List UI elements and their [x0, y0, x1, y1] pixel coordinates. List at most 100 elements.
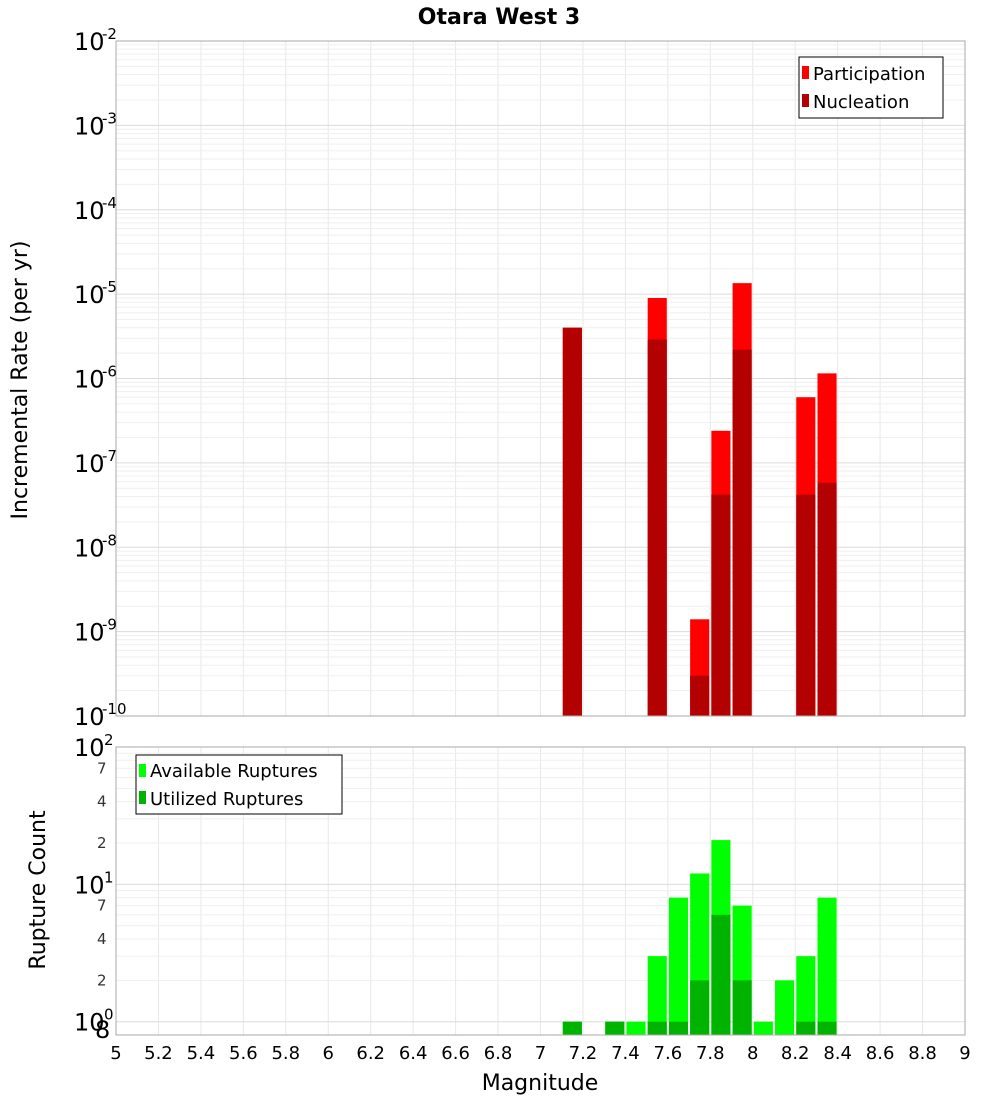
bottom-y-minor-tick-label: 2	[97, 971, 107, 989]
bottom-bar-available-ruptures	[626, 1021, 646, 1035]
x-tick-label: 7.6	[654, 1043, 683, 1064]
x-tick-labels: 5 5.2 5.4 5.6 5.8 6 6.2 6.4 6.6 6.8 7 7.2 7.4 7.6 7.8 8…	[110, 1043, 970, 1064]
bottom-legend: Available Ruptures Utilized Ruptures	[135, 754, 343, 815]
bottom-bar-available-ruptures	[817, 897, 837, 1035]
top-y-tick-base: 10	[74, 112, 105, 140]
x-tick-label: 6	[323, 1043, 334, 1064]
x-tick-label: 9	[959, 1043, 970, 1064]
legend-nucleation-swatch	[802, 94, 809, 107]
legend-participation-label: Participation	[813, 64, 925, 85]
top-plot-frame	[115, 40, 966, 717]
x-tick-label: 7.8	[696, 1043, 725, 1064]
x-tick-label: 5.6	[229, 1043, 258, 1064]
top-y-axis-label: Incremental Rate (per yr)	[8, 241, 33, 520]
top-y-tick-base: 10	[74, 28, 105, 56]
top-bar-nucleation	[796, 494, 816, 716]
x-tick-label: 6.6	[441, 1043, 470, 1064]
x-tick-label: 8.2	[781, 1043, 810, 1064]
top-grid	[115, 41, 966, 717]
top-y-tick-base: 10	[74, 197, 105, 225]
x-tick-label: 8.8	[908, 1043, 937, 1064]
x-tick-label: 7	[535, 1043, 546, 1064]
bottom-y-tick-base: 10	[74, 734, 105, 762]
bottom-bar-utilized-ruptures	[817, 1021, 837, 1035]
top-bar-nucleation	[562, 327, 582, 716]
bottom-y-tick-exponent: 0	[104, 1006, 114, 1024]
top-y-tick-base: 10	[74, 281, 105, 309]
bottom-bar-utilized-ruptures	[690, 980, 710, 1035]
top-y-tick-base: 10	[74, 366, 105, 394]
top-y-tick-exponent: -4	[102, 194, 117, 212]
bottom-bar-available-ruptures	[647, 956, 667, 1035]
top-y-tick-exponent: -5	[102, 278, 117, 296]
bottom-y-axis-label: Rupture Count	[26, 810, 51, 970]
x-tick-label: 5.8	[271, 1043, 300, 1064]
bottom-bar-utilized-ruptures	[668, 1021, 689, 1035]
x-axis-label: Magnitude	[482, 1071, 599, 1096]
bottom-bar-utilized-ruptures	[605, 1021, 625, 1035]
bottom-bar-utilized-ruptures	[796, 1021, 816, 1035]
top-y-tick-exponent: -6	[102, 363, 117, 381]
legend-available-swatch	[139, 764, 146, 777]
top-y-tick-base: 10	[74, 450, 105, 478]
x-tick-label: 5.2	[144, 1043, 173, 1064]
bottom-y-minor-tick-label: 8	[95, 1016, 110, 1044]
x-tick-label: 6.4	[399, 1043, 428, 1064]
legend-utilized-label: Utilized Ruptures	[150, 789, 303, 810]
top-y-tick-exponent: -2	[102, 25, 117, 43]
x-tick-label: 7.4	[611, 1043, 640, 1064]
chart-title: Otara West 3	[418, 5, 580, 30]
bottom-y-minor-tick-label: 7	[97, 897, 107, 915]
legend-nucleation-label: Nucleation	[813, 92, 909, 113]
bottom-y-minor-tick-label: 2	[97, 834, 107, 852]
x-tick-label: 8.4	[823, 1043, 852, 1064]
x-tick-label: 5	[110, 1043, 121, 1064]
bottom-bar-available-ruptures	[775, 980, 795, 1035]
legend-available-label: Available Ruptures	[150, 761, 318, 782]
top-bar-nucleation	[690, 675, 710, 716]
bottom-bar-available-ruptures	[796, 956, 816, 1035]
bottom-plot-frame	[115, 746, 966, 1036]
legend-utilized-swatch	[139, 791, 146, 804]
x-tick-label: 7.2	[569, 1043, 598, 1064]
x-tick-label: 6.8	[484, 1043, 513, 1064]
bottom-y-tick-exponent: 2	[104, 731, 114, 749]
bottom-y-tick-base: 10	[74, 1009, 105, 1037]
bottom-bar-utilized-ruptures	[732, 980, 752, 1035]
bottom-y-tick-exponent: 1	[104, 868, 114, 886]
top-y-tick-exponent: -8	[102, 531, 117, 549]
top-bar-nucleation	[732, 349, 752, 716]
bottom-bars	[562, 840, 837, 1035]
x-tick-label: 8	[747, 1043, 758, 1064]
bottom-y-minor-tick-label: 4	[97, 793, 107, 811]
top-bar-nucleation	[711, 494, 731, 716]
bottom-bar-utilized-ruptures	[562, 1021, 582, 1035]
top-y-tick-base: 10	[74, 619, 105, 647]
top-y-tick-exponent: -10	[102, 700, 127, 718]
bottom-bar-available-ruptures	[753, 1021, 773, 1035]
top-y-tick-exponent: -7	[102, 447, 117, 465]
top-bar-nucleation	[647, 339, 667, 716]
bottom-y-minor-tick-label: 7	[97, 759, 107, 777]
top-bars	[562, 283, 837, 716]
bottom-bar-available-ruptures	[668, 897, 689, 1035]
bottom-bar-utilized-ruptures	[647, 1021, 667, 1035]
bottom-bar-utilized-ruptures	[711, 914, 731, 1035]
top-legend: Participation Nucleation	[798, 56, 944, 119]
x-tick-label: 5.4	[187, 1043, 216, 1064]
top-y-tick-base: 10	[74, 703, 105, 731]
top-legend-box	[798, 56, 944, 119]
bottom-legend-box	[135, 754, 343, 815]
top-y-tick-exponent: -9	[102, 616, 117, 634]
top-y-tick-exponent: -3	[102, 109, 117, 127]
bottom-y-tick-base: 10	[74, 871, 105, 899]
top-y-tick-base: 10	[74, 534, 105, 562]
top-bar-nucleation	[817, 482, 837, 716]
legend-participation-swatch	[802, 66, 809, 79]
bottom-y-minor-tick-label: 4	[97, 930, 107, 948]
